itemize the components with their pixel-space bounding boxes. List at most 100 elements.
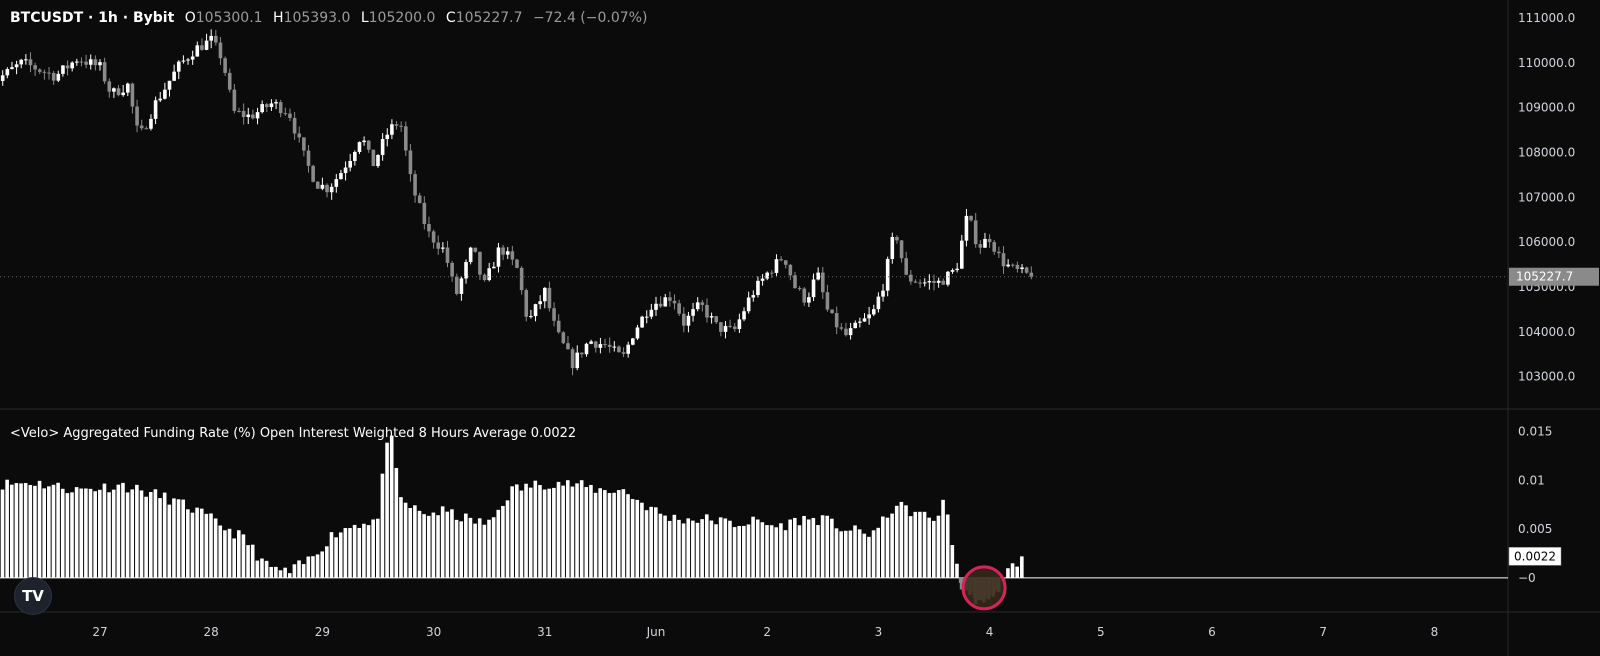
candle-body [163, 89, 167, 99]
candle [862, 313, 867, 322]
candle-body [909, 274, 913, 282]
candle-body [779, 259, 783, 261]
candle [65, 60, 70, 76]
candle-body [978, 244, 983, 248]
candle-body [348, 160, 352, 168]
funding-bar [422, 514, 426, 578]
funding-bar [649, 506, 653, 578]
candle-body [644, 316, 649, 318]
candle [668, 291, 672, 307]
candle-body [969, 215, 973, 221]
candle [366, 140, 371, 153]
funding-bar [102, 483, 107, 578]
candle-body [598, 344, 603, 348]
candle-body [42, 71, 47, 73]
candle [404, 121, 408, 157]
candle [390, 119, 394, 140]
funding-bar [33, 485, 37, 578]
candle [844, 322, 848, 337]
candle-body [47, 72, 51, 74]
candle-body [658, 303, 663, 307]
candle-body [626, 344, 630, 354]
candle [482, 273, 487, 282]
funding-bar [371, 519, 375, 578]
candle [756, 276, 760, 298]
candle [871, 304, 876, 317]
funding-bar [556, 481, 561, 578]
funding-bar [853, 525, 857, 578]
candle-body [357, 142, 362, 152]
candle [325, 183, 329, 198]
candle-body [204, 40, 209, 50]
candle [955, 262, 959, 273]
candle-body [98, 62, 102, 66]
candle-body [533, 304, 538, 317]
candle-body [149, 118, 153, 129]
candle-body [788, 264, 793, 276]
funding-bar [1020, 556, 1024, 578]
candle [700, 299, 705, 312]
candle [524, 288, 529, 322]
funding-bar [107, 492, 111, 578]
candle [492, 261, 496, 269]
candle-body [876, 296, 881, 310]
funding-bar [153, 489, 158, 578]
candle [556, 314, 561, 334]
candle [1010, 263, 1015, 268]
candle-body [37, 69, 42, 72]
change-value: −72.4 (−0.07%) [532, 10, 648, 26]
funding-bar [709, 520, 714, 578]
candle-body [1010, 264, 1015, 266]
candle-body [881, 290, 885, 297]
candle [186, 57, 190, 65]
candle-body [241, 110, 246, 118]
indicator-title[interactable]: <Velo> Aggregated Funding Rate (%) Open … [10, 426, 577, 441]
time-tick-label: 31 [537, 625, 552, 639]
funding-bar [626, 494, 630, 578]
funding-bar [515, 484, 519, 578]
candle [232, 84, 237, 114]
candle [112, 87, 116, 98]
funding-bar [70, 492, 74, 578]
candle-body [431, 231, 436, 243]
candle [547, 281, 552, 312]
candle-body [260, 104, 264, 113]
candle [172, 64, 176, 81]
candle [617, 345, 621, 353]
candle-body [482, 274, 487, 281]
symbol-label[interactable]: BTCUSDT · 1h · Bybit [10, 10, 175, 26]
candle-body [292, 117, 297, 134]
candle-body [487, 268, 491, 281]
candle-body [510, 251, 515, 260]
candle-body [770, 272, 774, 274]
candle [895, 235, 899, 244]
candle-body [635, 327, 640, 339]
funding-bar [834, 528, 839, 578]
candle-body [913, 281, 918, 283]
candle [580, 352, 584, 358]
funding-bar [672, 514, 677, 578]
candle [297, 126, 302, 143]
candle-body [927, 281, 932, 283]
candle-body [621, 352, 626, 354]
funding-bar [162, 492, 167, 578]
funding-bar [329, 532, 334, 578]
candle-body [714, 316, 719, 323]
tradingview-logo-icon[interactable]: TV [14, 577, 52, 615]
candle-body [607, 344, 612, 347]
candle-body [603, 344, 607, 346]
funding-bar [246, 545, 250, 578]
candle-body [987, 238, 992, 243]
candle-body [663, 297, 668, 307]
candle [973, 212, 978, 248]
funding-bar [426, 515, 431, 578]
candle-body [450, 262, 454, 277]
candle-body [251, 114, 255, 119]
candle-body [417, 195, 422, 203]
candle-body [519, 267, 524, 291]
funding-bar [621, 489, 626, 578]
candle-body [214, 35, 218, 43]
candle [802, 287, 807, 306]
